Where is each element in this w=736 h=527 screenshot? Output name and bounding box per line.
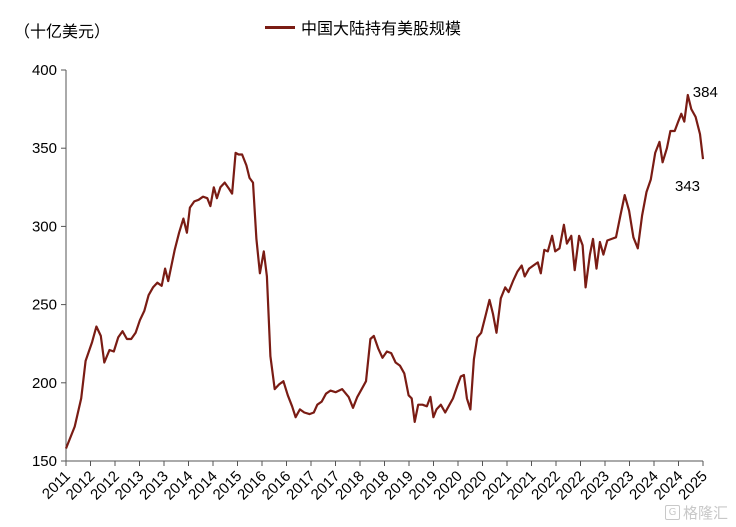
annotation-layer: 384 343 [675, 84, 718, 195]
legend-swatch [265, 25, 295, 29]
y-tick-label: 350 [32, 140, 57, 157]
legend: 中国大陆持有美股规模 [265, 15, 461, 39]
data-label: 384 [693, 84, 718, 101]
gelonghui-logo-icon: G [664, 505, 680, 520]
watermark: G 格隆汇 [664, 502, 728, 523]
y-tick-label: 400 [32, 62, 57, 79]
legend-label: 中国大陆持有美股规模 [301, 19, 462, 38]
y-tick-label: 150 [32, 453, 57, 470]
series-line-0 [64, 93, 705, 449]
data-label: 343 [675, 178, 700, 195]
x-tick-label: 2025 [675, 468, 711, 504]
y-tick-label: 300 [32, 218, 57, 235]
y-axis-unit-label: （十亿美元） [14, 22, 111, 41]
y-tick-label: 250 [32, 297, 57, 314]
y-tick-label: 200 [32, 375, 57, 392]
y-axis: 150 200 250 300 350 400 [32, 62, 67, 470]
watermark-text: 格隆汇 [682, 504, 728, 522]
series-layer [64, 93, 705, 449]
x-axis: 2011201220122013201320142014201520162016… [39, 460, 711, 504]
